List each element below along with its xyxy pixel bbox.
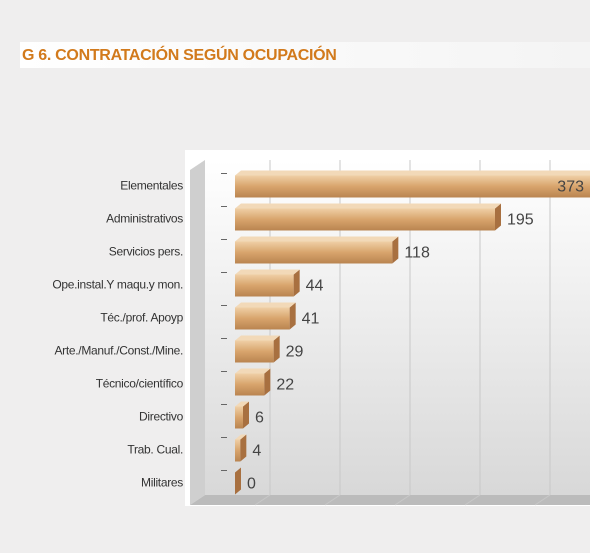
bar [235,274,294,297]
bar [235,340,274,363]
value-label: 22 [276,377,294,394]
chart-title: G 6. CONTRATACIÓN SEGÚN OCUPACIÓN [22,45,337,64]
bar-side [273,335,280,363]
floor [190,495,590,505]
grid-floor-line [464,494,481,506]
y-tick-label: Elementales [120,179,183,193]
grid-floor-line [254,494,271,506]
bar-top [235,434,247,440]
y-tick-label: Técnico/científico [96,377,184,391]
y-tick-label: Directivo [139,410,184,424]
value-label: 41 [302,311,320,328]
side-wall [190,160,205,505]
bar-top [235,335,280,341]
bar [235,406,243,429]
bar-side [235,467,241,495]
bar-top [235,203,501,209]
bar-top [235,170,590,176]
bar [235,307,290,330]
bar-top [235,401,249,407]
y-tick-label: Administrativos [106,212,183,226]
grid-floor-line [324,494,341,506]
grid-floor-line [394,494,411,506]
bar [235,208,495,231]
bar [235,241,393,264]
y-tick-label: Arte./Manuf./Const./Mine. [54,344,183,358]
bar-top [235,269,300,275]
bar-top [235,368,271,374]
value-label: 4 [252,443,261,460]
bar-side [392,236,399,264]
bar-side [289,302,296,330]
value-label: 44 [306,278,324,295]
title-band [20,42,590,68]
bar-side [264,368,271,396]
value-label: 6 [255,410,264,427]
value-label: 118 [404,245,430,262]
y-tick-label: Ope.instal.Y maqu.y mon. [52,278,183,292]
bar-top [235,236,399,242]
bar [235,439,241,462]
value-label: 29 [286,344,304,361]
y-tick-label: Servicios pers. [109,245,183,259]
value-label: 0 [247,476,256,493]
bar-side [240,434,247,462]
value-label: 373 [557,179,584,196]
y-tick-label: Trab. Cual. [127,443,183,457]
bar-side [243,401,249,429]
bar-side [293,269,300,297]
grid-floor-line [534,494,551,506]
bar [235,175,590,198]
bar-side [495,203,501,231]
y-tick-label: Militares [141,476,183,490]
y-tick-label: Téc./prof. Apoyp [100,311,183,325]
bar [235,373,265,396]
bars: 373 195 118 44 41 29 22 6 4 0 [235,170,590,495]
value-label: 195 [507,212,534,229]
bar-top [235,302,296,308]
